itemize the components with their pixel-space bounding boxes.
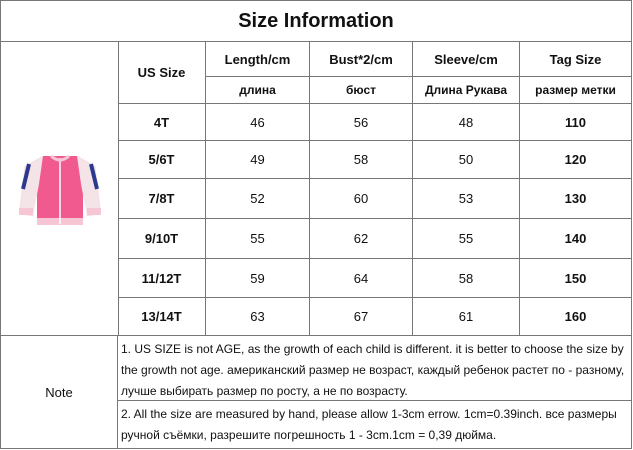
- value-cell: 60: [310, 179, 413, 219]
- value-cell: 58: [413, 259, 520, 298]
- subheader-cell: бюст: [310, 77, 413, 104]
- header-cell: Tag Size: [520, 42, 632, 77]
- note-text: 1. US SIZE is not AGE, as the growth of …: [118, 336, 632, 401]
- value-cell: 55: [206, 219, 310, 259]
- value-cell: 50: [413, 141, 520, 179]
- value-cell: 58: [310, 141, 413, 179]
- value-cell: 140: [520, 219, 632, 259]
- value-cell: 52: [206, 179, 310, 219]
- size-cell: 11/12T: [118, 259, 206, 298]
- value-cell: 46: [206, 104, 310, 141]
- value-cell: 55: [413, 219, 520, 259]
- header-cell: Length/cm: [206, 42, 310, 77]
- value-cell: 120: [520, 141, 632, 179]
- header-cell: US Size: [118, 42, 206, 104]
- value-cell: 61: [413, 298, 520, 336]
- value-cell: 53: [413, 179, 520, 219]
- value-cell: 110: [520, 104, 632, 141]
- value-cell: 48: [413, 104, 520, 141]
- size-cell: 5/6T: [118, 141, 206, 179]
- header-cell: Sleeve/cm: [413, 42, 520, 77]
- subheader-cell: длина: [206, 77, 310, 104]
- note-text: 2. All the size are measured by hand, pl…: [118, 401, 632, 449]
- value-cell: 56: [310, 104, 413, 141]
- product-image-cell: [1, 42, 119, 336]
- size-cell: 9/10T: [118, 219, 206, 259]
- jacket-image: [18, 154, 101, 225]
- value-cell: 150: [520, 259, 632, 298]
- value-cell: 67: [310, 298, 413, 336]
- page-title: Size Information: [1, 1, 632, 42]
- value-cell: 49: [206, 141, 310, 179]
- value-cell: 59: [206, 259, 310, 298]
- size-cell: 7/8T: [118, 179, 206, 219]
- value-cell: 63: [206, 298, 310, 336]
- header-cell: Bust*2/cm: [310, 42, 413, 77]
- note-label: Note: [1, 336, 118, 449]
- value-cell: 160: [520, 298, 632, 336]
- value-cell: 64: [310, 259, 413, 298]
- subheader-cell: размер метки: [520, 77, 632, 104]
- subheader-cell: Длина Рукава: [413, 77, 520, 104]
- size-cell: 4T: [118, 104, 206, 141]
- value-cell: 130: [520, 179, 632, 219]
- size-cell: 13/14T: [118, 298, 206, 336]
- value-cell: 62: [310, 219, 413, 259]
